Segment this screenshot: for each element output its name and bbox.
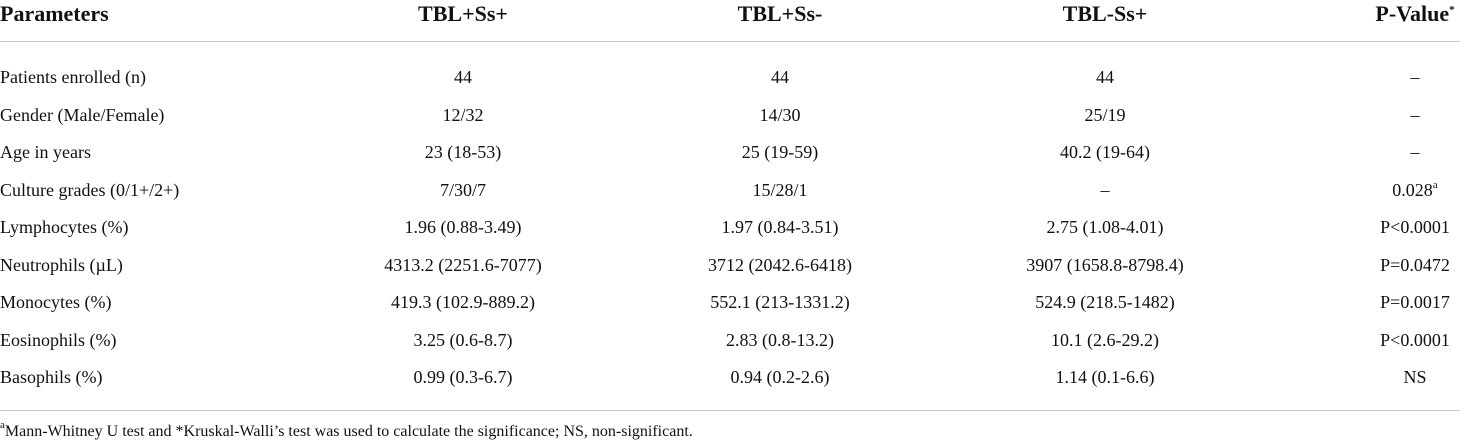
header-cell: TBL+Ss- [737,1,823,26]
data-cell: 1.97 (0.84-3.51) [721,217,839,237]
data-cell: – [1410,67,1420,87]
row-label: Age in years [0,142,91,162]
data-cell: 7/30/7 [439,179,487,200]
data-cell: 15/28/1 [752,179,808,200]
data-cell: – [1410,142,1420,162]
data-cell: 23 (18-53) [424,142,502,162]
data-cell: 524.9 (218.5-1482) [1035,292,1175,312]
data-cell: 0.028a [1392,178,1438,200]
data-cell: 25/19 [1084,104,1126,125]
data-cell: 44 [454,67,472,87]
data-cell: – [1410,104,1420,125]
data-cell: 1.14 (0.1-6.6) [1055,367,1155,387]
header-cell-text: P-Value [1375,1,1450,26]
data-cell-text: 0.028 [1392,179,1433,200]
header-cell: TBL-Ss+ [1062,1,1148,26]
row-label: Gender (Male/Female) [0,104,165,125]
data-cell-sup: a [1432,178,1438,191]
row-label: Basophils (%) [0,367,103,387]
header-cell-sup: * [1449,4,1455,16]
bottom-rule [0,410,1460,411]
data-cell: 0.94 (0.2-2.6) [730,367,830,387]
footnote-text: Mann-Whitney U test and *Kruskal-Walli’s… [4,423,693,440]
header-cell: TBL+Ss+ [418,1,508,26]
footnote: aMann-Whitney U test and *Kruskal-Walli’… [0,420,693,441]
header-cell: Parameters [0,1,109,26]
data-cell: P<0.0001 [1380,217,1450,237]
data-cell: NS [1403,367,1427,387]
data-cell: P<0.0001 [1380,329,1450,350]
row-label: Eosinophils (%) [0,329,117,350]
row-label: Patients enrolled (n) [0,67,146,87]
data-cell: 2.75 (1.08-4.01) [1046,217,1164,237]
data-cell: 2.83 (0.8-13.2) [726,329,834,350]
data-cell: 4313.2 (2251.6-7077) [384,254,542,275]
header-rule [0,41,1460,42]
row-label: Monocytes (%) [0,292,112,312]
data-cell: 10.1 (2.6-29.2) [1051,329,1159,350]
row-label: Culture grades (0/1+/2+) [0,179,180,200]
footnote-marker: a [0,419,5,431]
data-cell: 3.25 (0.6-8.7) [413,329,513,350]
data-cell: 0.99 (0.3-6.7) [413,367,513,387]
data-cell: 44 [1096,67,1114,87]
row-label: Lymphocytes (%) [0,217,129,237]
data-cell: 3907 (1658.8-8798.4) [1026,254,1184,275]
data-cell: 552.1 (213-1331.2) [710,292,850,312]
data-cell: 12/32 [442,104,484,125]
data-cell: 1.96 (0.88-3.49) [404,217,522,237]
data-cell: – [1100,179,1110,200]
header-cell: P-Value* [1375,3,1454,25]
data-cell: 419.3 (102.9-889.2) [391,292,535,312]
data-cell: 40.2 (19-64) [1060,142,1150,162]
data-cell: 14/30 [759,104,801,125]
data-cell: 44 [771,67,789,87]
data-cell: P=0.0017 [1380,292,1450,312]
data-cell: 25 (19-59) [741,142,819,162]
data-cell: 3712 (2042.6-6418) [708,254,852,275]
data-cell: P=0.0472 [1380,254,1450,275]
row-label: Neutrophils (µL) [0,254,123,275]
